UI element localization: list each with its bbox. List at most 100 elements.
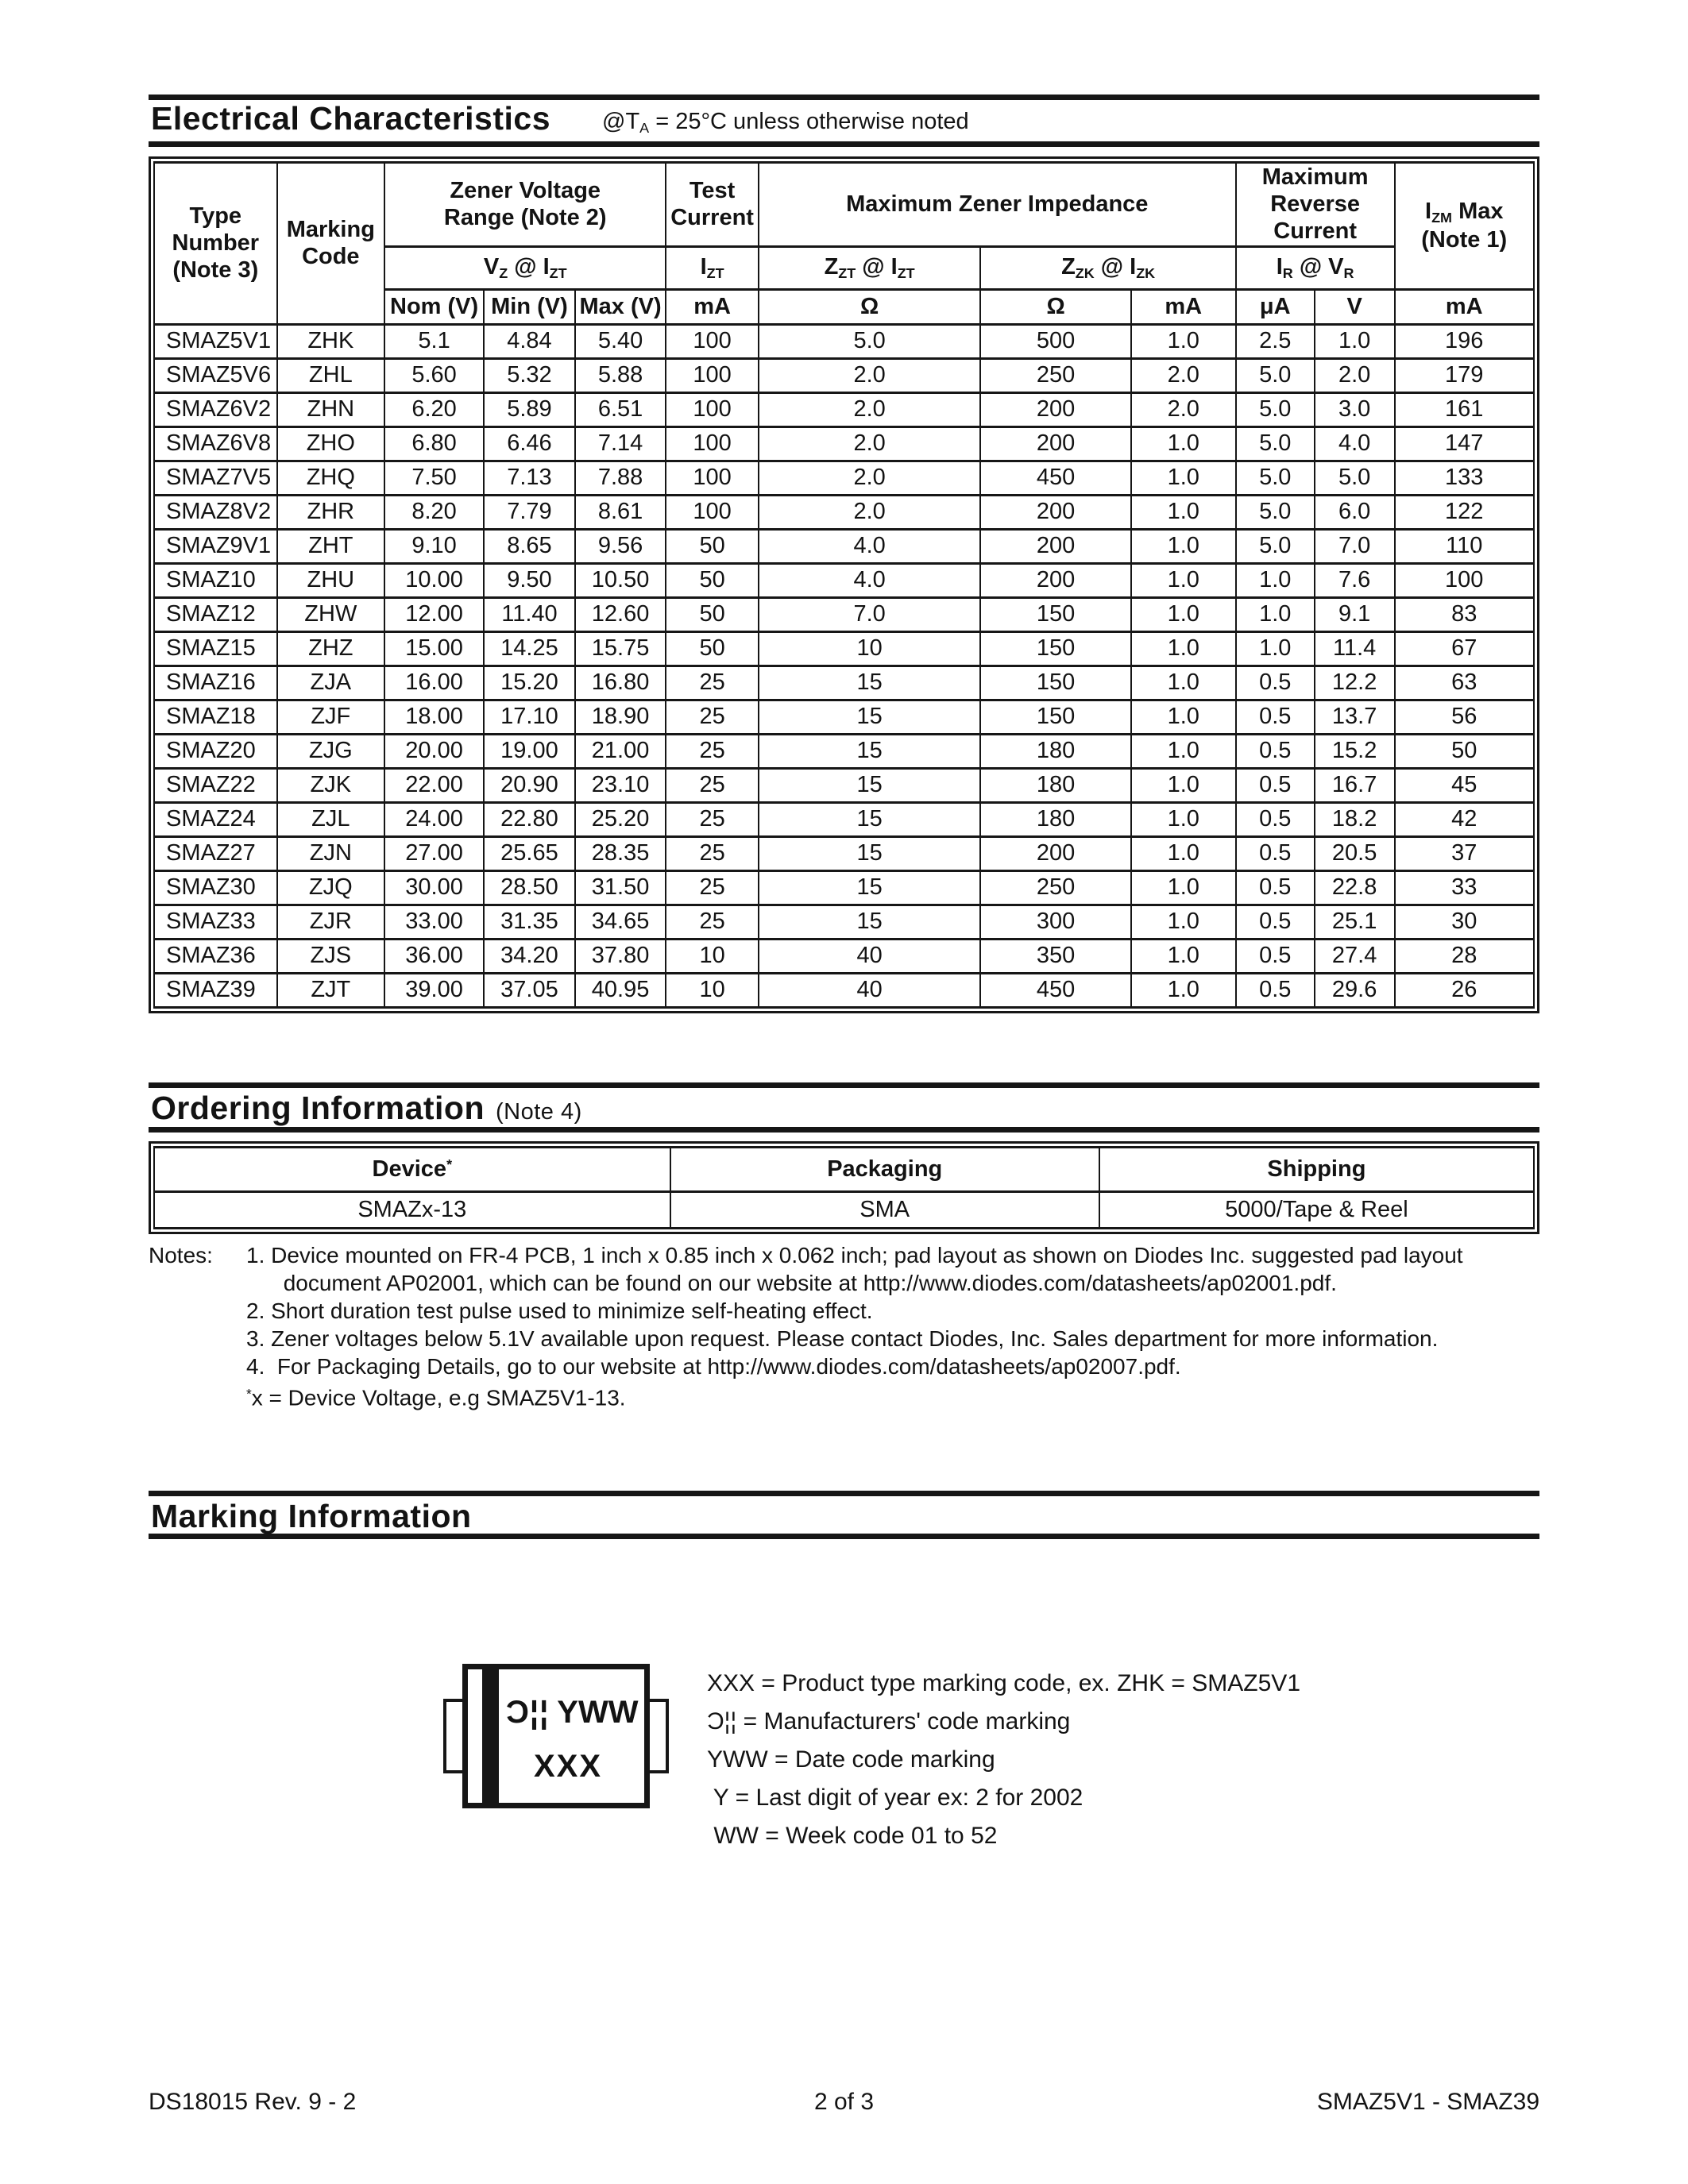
cell-zzk-ohm: 180 [979, 801, 1132, 838]
cell-zzt-ohm: 40 [757, 971, 982, 1009]
cell-min-v: 17.10 [483, 698, 576, 735]
cell-zzt-ohm: 4.0 [757, 527, 982, 565]
cell-type-number: SMAZ8V2 [153, 493, 278, 531]
cell-min-v: 8.65 [483, 527, 576, 565]
cell-max-v: 23.10 [574, 766, 667, 804]
cell-izk-ma: 1.0 [1130, 425, 1237, 462]
cell-izm-ma: 196 [1393, 322, 1535, 360]
cell-marking-code: ZJF [276, 698, 386, 735]
cell-type-number: SMAZ9V1 [153, 527, 278, 565]
cell-nom-v: 7.50 [384, 459, 485, 496]
cell-izt-ma: 100 [665, 357, 759, 394]
document-number: DS18015 Rev. 9 - 2 [149, 2089, 357, 2115]
cathode-band [482, 1669, 499, 1803]
cell-marking-code: ZJK [276, 766, 386, 804]
package-top-marking: Ɔ¦¦ YWW [506, 1695, 638, 1731]
cell-max-v: 37.80 [574, 937, 667, 974]
cell-vr-v: 11.4 [1313, 630, 1396, 667]
cell-zzt-ohm: 15 [757, 903, 982, 940]
unit-header-zzk-ohm: Ω [979, 287, 1132, 326]
ordering-information-table: Device* Packaging Shipping SMAZx-13 SMA … [149, 1141, 1539, 1234]
cell-type-number: SMAZ30 [153, 869, 278, 906]
cell-izk-ma: 1.0 [1130, 698, 1237, 735]
part-number-range: SMAZ5V1 - SMAZ39 [1316, 2089, 1539, 2115]
cell-izk-ma: 1.0 [1130, 527, 1237, 565]
cell-izm-ma: 28 [1393, 937, 1535, 974]
table-row: SMAZ39 ZJT 39.00 37.05 40.95 10 40 450 1.0 0.5 29.… [153, 971, 1535, 1009]
cell-min-v: 15.20 [483, 664, 576, 701]
cell-nom-v: 6.80 [384, 425, 485, 462]
cell-marking-code: ZHZ [276, 630, 386, 667]
cell-izm-ma: 30 [1393, 903, 1535, 940]
cell-vr-v: 1.0 [1313, 322, 1396, 360]
unit-header-nom: Nom (V) [384, 287, 485, 326]
cell-vr-v: 15.2 [1313, 732, 1396, 770]
cell-max-v: 15.75 [574, 630, 667, 667]
cell-marking-code: ZHR [276, 493, 386, 531]
col-header-izm-max: IZM Max (Note 1) [1393, 161, 1535, 291]
col-header-marking-code: Marking Code [276, 161, 386, 326]
cell-max-v: 28.35 [574, 835, 667, 872]
cell-zzt-ohm: 15 [757, 732, 982, 770]
cell-nom-v: 39.00 [384, 971, 485, 1009]
cell-izk-ma: 1.0 [1130, 630, 1237, 667]
cell-vr-v: 7.6 [1313, 561, 1396, 599]
cell-min-v: 28.50 [483, 869, 576, 906]
col-header-type-number: Type Number (Note 3) [153, 161, 278, 326]
col-header-max-zener-impedance: Maximum Zener Impedance [757, 161, 1237, 248]
test-condition-text: @TA = 25°C unless otherwise noted [602, 109, 969, 137]
cell-max-v: 40.95 [574, 971, 667, 1009]
cell-izt-ma: 50 [665, 527, 759, 565]
cell-zzt-ohm: 15 [757, 835, 982, 872]
cell-min-v: 14.25 [483, 630, 576, 667]
cell-izt-ma: 25 [665, 903, 759, 940]
cell-izm-ma: 56 [1393, 698, 1535, 735]
section-rule [149, 1491, 1539, 1496]
cell-marking-code: ZHT [276, 527, 386, 565]
cell-zzt-ohm: 2.0 [757, 425, 982, 462]
cell-nom-v: 8.20 [384, 493, 485, 531]
cell-type-number: SMAZ7V5 [153, 459, 278, 496]
cell-marking-code: ZHK [276, 322, 386, 360]
note-line-1: 1. Device mounted on FR-4 PCB, 1 inch x … [246, 1243, 1463, 1268]
cell-marking-code: ZJR [276, 903, 386, 940]
table-row: SMAZ5V6 ZHL 5.60 5.32 5.88 100 2.0 250 2.0 5.0 2.0… [153, 357, 1535, 394]
cell-min-v: 37.05 [483, 971, 576, 1009]
cell-vr-v: 16.7 [1313, 766, 1396, 804]
cell-min-v: 4.84 [483, 322, 576, 360]
cell-izt-ma: 25 [665, 766, 759, 804]
cell-min-v: 11.40 [483, 596, 576, 633]
cell-zzt-ohm: 15 [757, 766, 982, 804]
cell-min-v: 5.32 [483, 357, 576, 394]
cell-type-number: SMAZ20 [153, 732, 278, 770]
cell-marking-code: ZHU [276, 561, 386, 599]
ordering-cell-packaging: SMA [669, 1190, 1100, 1229]
cell-izk-ma: 1.0 [1130, 561, 1237, 599]
note-line-4: 4. For Packaging Details, go to our webs… [246, 1354, 1181, 1379]
table-row: SMAZ8V2 ZHR 8.20 7.79 8.61 100 2.0 200 1.0 5.0 6.0… [153, 493, 1535, 531]
cell-nom-v: 20.00 [384, 732, 485, 770]
cell-izt-ma: 25 [665, 869, 759, 906]
electrical-section-title: Electrical Characteristics [151, 100, 550, 137]
ordering-col-header-device: Device* [153, 1146, 671, 1193]
cell-type-number: SMAZ6V8 [153, 425, 278, 462]
cell-nom-v: 6.20 [384, 391, 485, 428]
cell-marking-code: ZJL [276, 801, 386, 838]
cell-max-v: 10.50 [574, 561, 667, 599]
cell-izk-ma: 1.0 [1130, 732, 1237, 770]
ordering-col-header-shipping: Shipping [1098, 1146, 1535, 1193]
cell-izk-ma: 1.0 [1130, 459, 1237, 496]
legend-line-xxx: XXX = Product type marking code, ex. ZHK… [707, 1670, 1300, 1696]
cell-izm-ma: 33 [1393, 869, 1535, 906]
cell-zzt-ohm: 7.0 [757, 596, 982, 633]
cell-izm-ma: 110 [1393, 527, 1535, 565]
cell-max-v: 21.00 [574, 732, 667, 770]
cell-max-v: 31.50 [574, 869, 667, 906]
ordering-title-text: Ordering Information [151, 1090, 485, 1126]
cell-max-v: 5.88 [574, 357, 667, 394]
cell-izt-ma: 100 [665, 322, 759, 360]
cell-type-number: SMAZ24 [153, 801, 278, 838]
cell-izt-ma: 25 [665, 698, 759, 735]
cell-izm-ma: 37 [1393, 835, 1535, 872]
